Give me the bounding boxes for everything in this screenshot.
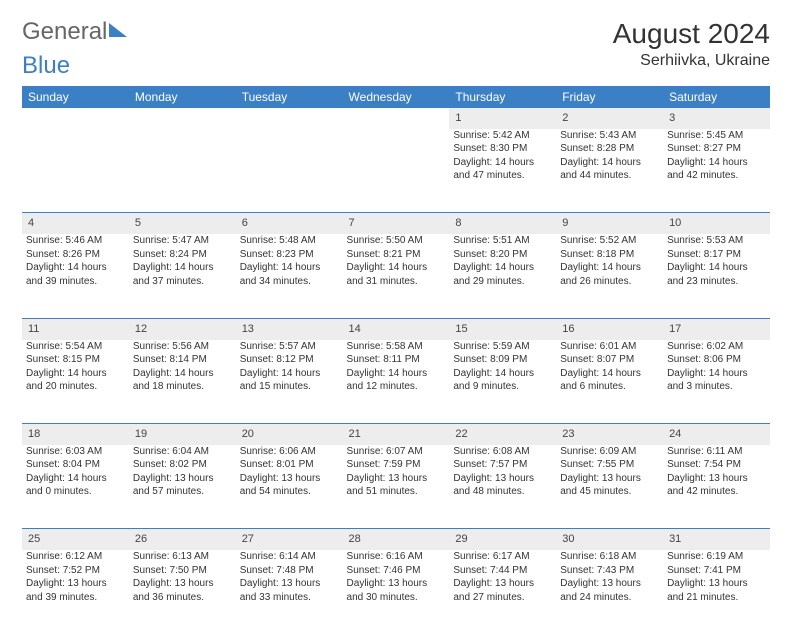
day-number-cell: 11: [22, 318, 129, 339]
day-number-cell: 21: [343, 424, 450, 445]
brand-part2: Blue: [22, 52, 70, 79]
calendar-body: 123Sunrise: 5:42 AMSunset: 8:30 PMDaylig…: [22, 108, 770, 634]
day-number-cell: 17: [663, 318, 770, 339]
day-number-cell: 31: [663, 529, 770, 550]
day-number-cell: 27: [236, 529, 343, 550]
day-number-row: 11121314151617: [22, 318, 770, 339]
brand-logo: General: [22, 18, 127, 46]
title-block: August 2024 Serhiivka, Ukraine: [613, 18, 770, 70]
day-info-cell: Sunrise: 5:52 AMSunset: 8:18 PMDaylight:…: [556, 234, 663, 318]
day-number-cell: 1: [449, 108, 556, 129]
day-info-row: Sunrise: 6:12 AMSunset: 7:52 PMDaylight:…: [22, 550, 770, 634]
day-info-cell: Sunrise: 6:11 AMSunset: 7:54 PMDaylight:…: [663, 445, 770, 529]
day-number-cell: 4: [22, 213, 129, 234]
day-number-cell: 26: [129, 529, 236, 550]
day-number-cell: 2: [556, 108, 663, 129]
day-info-cell: Sunrise: 5:53 AMSunset: 8:17 PMDaylight:…: [663, 234, 770, 318]
logo-mark-icon: [109, 23, 127, 37]
day-number-cell: 12: [129, 318, 236, 339]
day-info-cell: Sunrise: 6:12 AMSunset: 7:52 PMDaylight:…: [22, 550, 129, 634]
day-number-cell: 19: [129, 424, 236, 445]
weekday-header: Wednesday: [343, 86, 450, 108]
day-number-cell: 15: [449, 318, 556, 339]
day-number-cell: 25: [22, 529, 129, 550]
day-number-row: 45678910: [22, 213, 770, 234]
day-info-cell: Sunrise: 6:07 AMSunset: 7:59 PMDaylight:…: [343, 445, 450, 529]
day-info-cell: [22, 129, 129, 213]
day-info-cell: Sunrise: 5:50 AMSunset: 8:21 PMDaylight:…: [343, 234, 450, 318]
day-number-cell: 24: [663, 424, 770, 445]
day-number-cell: 8: [449, 213, 556, 234]
day-info-cell: Sunrise: 5:43 AMSunset: 8:28 PMDaylight:…: [556, 129, 663, 213]
day-info-row: Sunrise: 5:42 AMSunset: 8:30 PMDaylight:…: [22, 129, 770, 213]
day-info-cell: Sunrise: 5:46 AMSunset: 8:26 PMDaylight:…: [22, 234, 129, 318]
day-info-cell: Sunrise: 6:01 AMSunset: 8:07 PMDaylight:…: [556, 340, 663, 424]
day-info-cell: Sunrise: 5:48 AMSunset: 8:23 PMDaylight:…: [236, 234, 343, 318]
brand-part1: General: [22, 18, 107, 46]
day-info-cell: Sunrise: 5:47 AMSunset: 8:24 PMDaylight:…: [129, 234, 236, 318]
day-number-cell: 13: [236, 318, 343, 339]
day-number-row: 18192021222324: [22, 424, 770, 445]
weekday-header: Saturday: [663, 86, 770, 108]
day-info-cell: Sunrise: 5:54 AMSunset: 8:15 PMDaylight:…: [22, 340, 129, 424]
day-info-cell: Sunrise: 5:42 AMSunset: 8:30 PMDaylight:…: [449, 129, 556, 213]
day-info-cell: Sunrise: 6:08 AMSunset: 7:57 PMDaylight:…: [449, 445, 556, 529]
day-info-cell: [129, 129, 236, 213]
day-info-cell: Sunrise: 6:04 AMSunset: 8:02 PMDaylight:…: [129, 445, 236, 529]
day-number-cell: 10: [663, 213, 770, 234]
day-number-cell: 23: [556, 424, 663, 445]
day-number-cell: 5: [129, 213, 236, 234]
day-info-cell: Sunrise: 6:06 AMSunset: 8:01 PMDaylight:…: [236, 445, 343, 529]
day-info-cell: Sunrise: 5:45 AMSunset: 8:27 PMDaylight:…: [663, 129, 770, 213]
day-info-cell: Sunrise: 6:16 AMSunset: 7:46 PMDaylight:…: [343, 550, 450, 634]
day-info-cell: Sunrise: 5:51 AMSunset: 8:20 PMDaylight:…: [449, 234, 556, 318]
day-info-row: Sunrise: 6:03 AMSunset: 8:04 PMDaylight:…: [22, 445, 770, 529]
day-info-cell: [236, 129, 343, 213]
day-number-cell: [22, 108, 129, 129]
weekday-header-row: SundayMondayTuesdayWednesdayThursdayFrid…: [22, 86, 770, 108]
day-info-cell: Sunrise: 6:03 AMSunset: 8:04 PMDaylight:…: [22, 445, 129, 529]
day-info-cell: Sunrise: 5:57 AMSunset: 8:12 PMDaylight:…: [236, 340, 343, 424]
day-info-row: Sunrise: 5:46 AMSunset: 8:26 PMDaylight:…: [22, 234, 770, 318]
month-title: August 2024: [613, 18, 770, 50]
day-number-row: 123: [22, 108, 770, 129]
day-info-cell: [343, 129, 450, 213]
day-info-cell: Sunrise: 5:56 AMSunset: 8:14 PMDaylight:…: [129, 340, 236, 424]
day-number-row: 25262728293031: [22, 529, 770, 550]
day-info-row: Sunrise: 5:54 AMSunset: 8:15 PMDaylight:…: [22, 340, 770, 424]
day-info-cell: Sunrise: 6:19 AMSunset: 7:41 PMDaylight:…: [663, 550, 770, 634]
day-number-cell: 29: [449, 529, 556, 550]
day-number-cell: 9: [556, 213, 663, 234]
day-info-cell: Sunrise: 6:17 AMSunset: 7:44 PMDaylight:…: [449, 550, 556, 634]
day-number-cell: 7: [343, 213, 450, 234]
day-info-cell: Sunrise: 6:13 AMSunset: 7:50 PMDaylight:…: [129, 550, 236, 634]
day-number-cell: 22: [449, 424, 556, 445]
calendar-table: SundayMondayTuesdayWednesdayThursdayFrid…: [22, 86, 770, 634]
day-number-cell: [236, 108, 343, 129]
day-number-cell: [343, 108, 450, 129]
day-number-cell: 20: [236, 424, 343, 445]
day-info-cell: Sunrise: 6:09 AMSunset: 7:55 PMDaylight:…: [556, 445, 663, 529]
day-number-cell: 3: [663, 108, 770, 129]
day-info-cell: Sunrise: 5:59 AMSunset: 8:09 PMDaylight:…: [449, 340, 556, 424]
day-number-cell: 16: [556, 318, 663, 339]
day-number-cell: 6: [236, 213, 343, 234]
day-number-cell: 30: [556, 529, 663, 550]
day-info-cell: Sunrise: 6:02 AMSunset: 8:06 PMDaylight:…: [663, 340, 770, 424]
day-info-cell: Sunrise: 6:14 AMSunset: 7:48 PMDaylight:…: [236, 550, 343, 634]
day-number-cell: 28: [343, 529, 450, 550]
day-info-cell: Sunrise: 5:58 AMSunset: 8:11 PMDaylight:…: [343, 340, 450, 424]
weekday-header: Sunday: [22, 86, 129, 108]
location-label: Serhiivka, Ukraine: [613, 52, 770, 70]
weekday-header: Friday: [556, 86, 663, 108]
day-info-cell: Sunrise: 6:18 AMSunset: 7:43 PMDaylight:…: [556, 550, 663, 634]
day-number-cell: 14: [343, 318, 450, 339]
day-number-cell: 18: [22, 424, 129, 445]
day-number-cell: [129, 108, 236, 129]
weekday-header: Thursday: [449, 86, 556, 108]
weekday-header: Tuesday: [236, 86, 343, 108]
weekday-header: Monday: [129, 86, 236, 108]
